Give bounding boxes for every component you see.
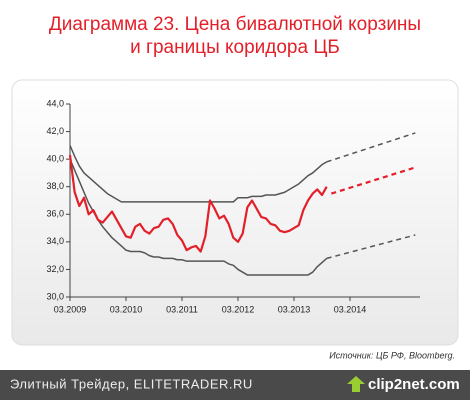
series-line bbox=[326, 234, 416, 260]
footer-site: Элитный Трейдер, ELITETRADER.RU bbox=[10, 376, 253, 391]
series-line bbox=[69, 145, 328, 203]
y-tick-label: 44,0 bbox=[46, 98, 64, 108]
y-tick-label: 42,0 bbox=[46, 126, 64, 136]
x-tick-label: 03.2009 bbox=[54, 304, 87, 314]
source-note: Источник: ЦБ РФ, Bloomberg. bbox=[329, 350, 455, 360]
chart-title: Диаграмма 23. Цена бивалютной корзины bbox=[49, 14, 421, 35]
x-tick-label: 03.2010 bbox=[110, 304, 143, 314]
footer-logo: clip2net.com bbox=[368, 376, 460, 393]
logo-icon bbox=[347, 376, 365, 392]
x-tick-label: 03.2014 bbox=[334, 304, 367, 314]
chart-title: и границы коридора ЦБ bbox=[130, 37, 340, 58]
y-tick-label: 30,0 bbox=[46, 291, 64, 301]
plot: 30,0 32,0 34,0 36,0 38,0 40,0 42,0 44,0 03.2009 0… bbox=[46, 98, 420, 314]
x-tick-label: 03.2012 bbox=[222, 304, 255, 314]
footer-bar bbox=[0, 370, 470, 400]
y-tick-label: 32,0 bbox=[46, 264, 64, 274]
series-line bbox=[331, 166, 416, 195]
x-tick-label: 03.2013 bbox=[278, 304, 311, 314]
series-line bbox=[326, 132, 416, 163]
series-line bbox=[68, 154, 328, 253]
y-tick-label: 36,0 bbox=[46, 209, 64, 219]
plot-panel bbox=[11, 79, 459, 346]
y-tick-label: 40,0 bbox=[46, 154, 64, 164]
y-tick-label: 38,0 bbox=[46, 181, 64, 191]
x-tick-label: 03.2011 bbox=[166, 304, 198, 314]
series-line bbox=[69, 158, 328, 276]
y-tick-label: 34,0 bbox=[46, 236, 64, 246]
